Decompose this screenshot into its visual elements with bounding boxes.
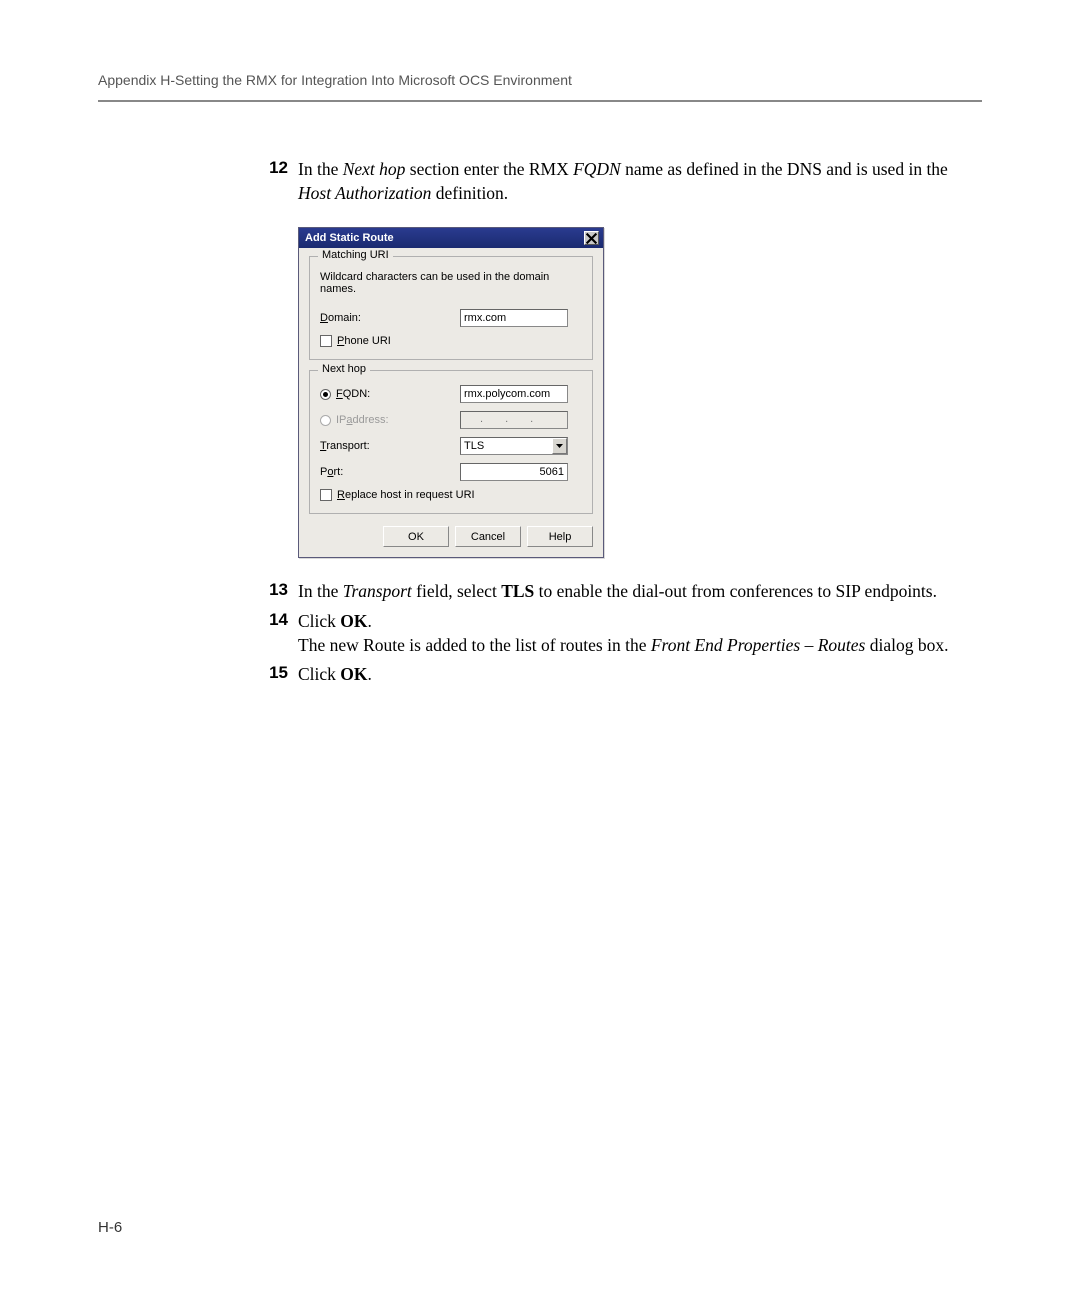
replace-host-checkbox[interactable] <box>320 489 332 501</box>
port-label: Port: <box>320 466 460 478</box>
t: The new Route is added to the list of ro… <box>298 635 651 655</box>
fqdn-radio[interactable] <box>320 389 331 400</box>
t: to enable the dial-out from conferences … <box>534 581 937 601</box>
dialog-titlebar: Add Static Route <box>299 228 603 248</box>
step-15-num: 15 <box>266 663 298 687</box>
cancel-button[interactable]: Cancel <box>455 526 521 547</box>
page-number: H-6 <box>98 1219 122 1236</box>
add-static-route-dialog: Add Static Route Matching URI Wildcard c… <box>298 227 604 558</box>
ip-address-input: ... <box>460 411 568 429</box>
t: Transport <box>343 581 412 601</box>
close-icon[interactable] <box>584 231 599 245</box>
transport-label: Transport: <box>320 440 460 452</box>
step-12: 12 In the Next hop section enter the RMX… <box>266 158 982 205</box>
t: hone URI <box>344 335 390 347</box>
transport-value: TLS <box>464 440 484 452</box>
step-13-body: In the Transport field, select TLS to en… <box>298 580 982 604</box>
matching-uri-group: Matching URI Wildcard characters can be … <box>309 256 593 360</box>
t: omain: <box>328 312 361 324</box>
matching-uri-title: Matching URI <box>318 249 393 261</box>
t: ddress: <box>353 414 389 426</box>
step-13: 13 In the Transport field, select TLS to… <box>266 580 982 604</box>
t: field, select <box>412 581 501 601</box>
transport-select[interactable]: TLS <box>460 437 568 455</box>
step-12-num: 12 <box>266 158 298 205</box>
t: Next hop <box>343 159 406 179</box>
t: FQDN <box>573 159 621 179</box>
t: ransport: <box>326 440 369 452</box>
help-button[interactable]: Help <box>527 526 593 547</box>
t: OK <box>340 664 367 684</box>
dialog-wrap: Add Static Route Matching URI Wildcard c… <box>298 227 982 558</box>
t: section enter the RMX <box>405 159 573 179</box>
t: Front End Properties – Routes <box>651 635 866 655</box>
fqdn-label: FQDN: <box>320 388 460 400</box>
t: eplace host in request URI <box>345 489 475 501</box>
ip-address-label: IP address: <box>320 414 460 426</box>
t: rt: <box>333 466 343 478</box>
replace-host-label: Replace host in request URI <box>337 489 475 501</box>
t: In the <box>298 581 343 601</box>
page-header: Appendix H-Setting the RMX for Integrati… <box>98 72 982 102</box>
dialog-title: Add Static Route <box>305 232 394 244</box>
t: Host Authorization <box>298 183 431 203</box>
t: OK <box>340 611 367 631</box>
t: F <box>336 388 343 400</box>
t: . <box>368 611 372 631</box>
step-12-body: In the Next hop section enter the RMX FQ… <box>298 158 982 205</box>
chevron-down-icon[interactable] <box>552 438 567 454</box>
ip-address-radio[interactable] <box>320 415 331 426</box>
t: R <box>337 489 345 501</box>
t: definition. <box>431 183 508 203</box>
fqdn-input[interactable] <box>460 385 568 403</box>
t: dialog box. <box>865 635 948 655</box>
matching-uri-hint: Wildcard characters can be used in the d… <box>320 271 582 295</box>
domain-label: Domain: <box>320 312 460 324</box>
next-hop-title: Next hop <box>318 363 370 375</box>
port-input[interactable] <box>460 463 568 481</box>
t: IP <box>336 414 346 426</box>
step-14-body: Click OK. The new Route is added to the … <box>298 610 982 657</box>
t: In the <box>298 159 343 179</box>
step-15: 15 Click OK. <box>266 663 982 687</box>
step-14-num: 14 <box>266 610 298 657</box>
step-15-body: Click OK. <box>298 663 982 687</box>
domain-input[interactable] <box>460 309 568 327</box>
content: 12 In the Next hop section enter the RMX… <box>266 158 982 687</box>
t: . <box>368 664 372 684</box>
t: D <box>320 312 328 324</box>
t: QDN: <box>343 388 371 400</box>
t: Click <box>298 611 340 631</box>
phone-uri-checkbox[interactable] <box>320 335 332 347</box>
t: name as defined in the DNS and is used i… <box>621 159 948 179</box>
step-14: 14 Click OK. The new Route is added to t… <box>266 610 982 657</box>
t: Click <box>298 664 340 684</box>
next-hop-group: Next hop FQDN: IP address: <box>309 370 593 514</box>
step-13-num: 13 <box>266 580 298 604</box>
phone-uri-label: Phone URI <box>337 335 391 347</box>
t: TLS <box>501 581 534 601</box>
ok-button[interactable]: OK <box>383 526 449 547</box>
